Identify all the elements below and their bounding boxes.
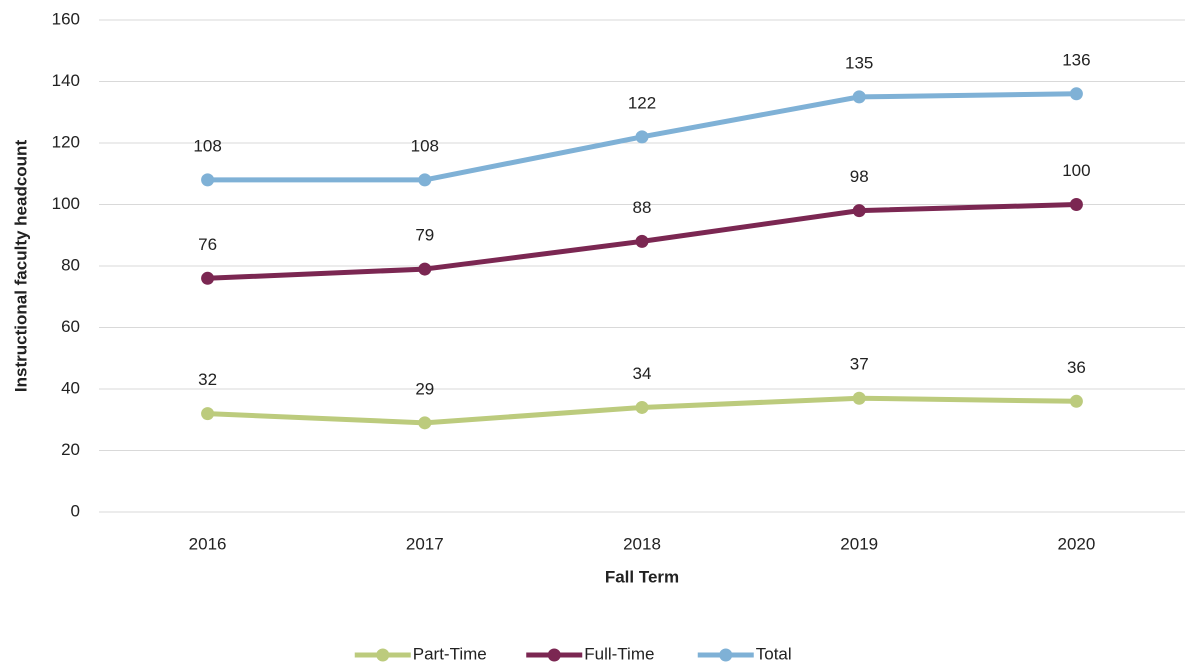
data-label: 32 xyxy=(198,370,217,389)
y-axis-title: Instructional faculty headcount xyxy=(11,140,30,393)
data-label: 29 xyxy=(415,379,434,398)
point xyxy=(852,204,866,218)
legend-label: Full-Time xyxy=(584,644,654,663)
y-tick-label: 40 xyxy=(61,378,80,397)
point xyxy=(201,173,215,187)
x-tick-label: 2018 xyxy=(623,534,661,553)
y-tick-label: 60 xyxy=(61,317,80,336)
point xyxy=(418,262,432,276)
point xyxy=(1069,198,1083,211)
data-label: 37 xyxy=(850,355,869,374)
y-tick-label: 100 xyxy=(52,194,80,213)
y-tick-label: 140 xyxy=(52,71,80,90)
point xyxy=(1069,87,1083,101)
data-label: 100 xyxy=(1062,161,1090,180)
point xyxy=(635,130,649,144)
x-tick-label: 2016 xyxy=(189,534,227,553)
point xyxy=(201,271,215,285)
x-tick-label: 2019 xyxy=(840,534,878,553)
y-tick-label: 160 xyxy=(52,9,80,28)
data-label: 135 xyxy=(845,53,873,72)
y-tick-label: 20 xyxy=(61,440,80,459)
legend-marker xyxy=(376,648,390,662)
x-axis-title: Fall Term xyxy=(605,567,679,586)
data-label: 108 xyxy=(193,136,221,155)
legend-label: Part-Time xyxy=(413,644,487,663)
point xyxy=(1069,394,1083,408)
data-label: 88 xyxy=(633,198,652,217)
data-label: 36 xyxy=(1067,358,1086,377)
legend-marker xyxy=(547,648,561,662)
data-label: 136 xyxy=(1062,50,1090,69)
point xyxy=(201,407,215,421)
point xyxy=(635,234,649,248)
legend-marker xyxy=(719,648,733,662)
data-label: 76 xyxy=(198,235,217,254)
point xyxy=(852,391,866,405)
data-label: 98 xyxy=(850,167,869,186)
point xyxy=(635,400,649,414)
legend-label: Total xyxy=(756,644,792,663)
data-label: 79 xyxy=(415,226,434,245)
y-tick-label: 80 xyxy=(61,255,80,274)
y-tick-label: 0 xyxy=(71,501,80,520)
x-tick-label: 2020 xyxy=(1057,534,1095,553)
data-label: 34 xyxy=(633,364,652,383)
point xyxy=(852,90,866,104)
y-tick-label: 120 xyxy=(52,132,80,151)
point xyxy=(418,416,432,430)
point xyxy=(418,173,432,187)
data-label: 108 xyxy=(411,136,439,155)
x-tick-label: 2017 xyxy=(406,534,444,553)
data-label: 122 xyxy=(628,93,656,112)
